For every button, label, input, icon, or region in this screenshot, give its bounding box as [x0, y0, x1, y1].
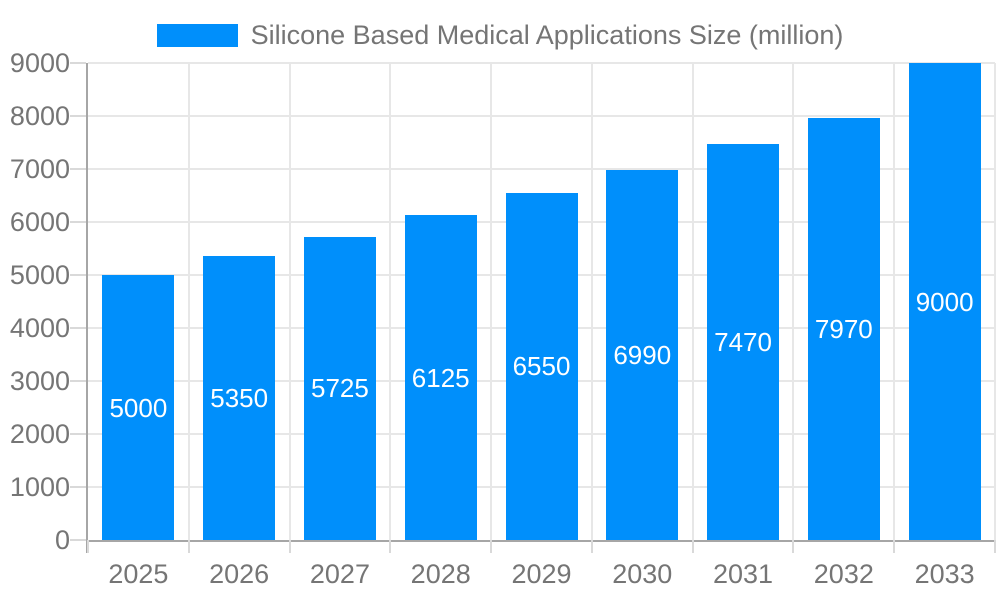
- y-axis-line: [86, 63, 88, 553]
- y-axis-tick-label: 8000: [9, 101, 70, 131]
- x-axis-tick: [590, 540, 593, 553]
- x-axis-tick: [893, 540, 896, 553]
- gridline-vertical: [893, 63, 896, 540]
- y-axis-tick: [70, 115, 86, 117]
- y-axis-tick-label: 2000: [9, 419, 70, 449]
- bar-2025[interactable]: [102, 275, 175, 540]
- y-axis-tick: [70, 486, 86, 488]
- x-axis-tick-label: 2032: [813, 559, 874, 589]
- gridline-vertical: [288, 63, 291, 540]
- y-axis-tick-label: 6000: [9, 207, 70, 237]
- gridline-vertical: [792, 63, 795, 540]
- bar-2028[interactable]: [404, 215, 477, 540]
- x-axis-tick: [691, 540, 694, 553]
- y-axis-labels: 0 1000 2000 3000 4000 5000 6000 7000 8000 9000: [0, 49, 70, 554]
- legend-label: Silicone Based Medical Applications Size…: [250, 20, 844, 50]
- y-axis-tick: [70, 380, 86, 382]
- x-axis-labels: 2025 2026 2027 2028 2029 2030 2031 2032 2033: [88, 560, 995, 590]
- y-axis-tick: [70, 274, 86, 276]
- y-axis-tick-label: 3000: [9, 366, 70, 396]
- x-axis-tick: [994, 540, 996, 553]
- x-axis-line: [86, 540, 995, 542]
- bar-2026[interactable]: [203, 256, 276, 540]
- gridline-horizontal: [88, 115, 995, 117]
- gridline-horizontal: [88, 62, 995, 64]
- x-axis-tick-label: 2029: [511, 559, 572, 589]
- bar-2031[interactable]: [707, 144, 780, 540]
- x-axis-tick: [187, 540, 190, 553]
- y-axis-tick: [70, 433, 86, 435]
- gridline-vertical: [389, 63, 392, 540]
- x-axis-tick: [490, 540, 493, 553]
- x-axis-tick: [288, 540, 291, 553]
- y-axis-tick: [70, 62, 86, 64]
- x-axis-tick-label: 2033: [914, 559, 975, 589]
- gridline-vertical: [994, 63, 996, 540]
- x-axis-tick: [792, 540, 795, 553]
- gridline-vertical: [187, 63, 190, 540]
- y-axis-tick: [70, 327, 86, 329]
- plot-area: 5000 5350 5725 6125 6550 6990 7470 7970 9000: [70, 62, 996, 553]
- bar-2032[interactable]: [807, 117, 880, 540]
- gridline-horizontal: [88, 168, 995, 170]
- bar-2029[interactable]: [505, 192, 578, 540]
- y-axis-tick-label: 7000: [9, 154, 70, 184]
- y-axis-tick: [70, 168, 86, 170]
- y-axis-tick-label: 0: [54, 525, 70, 555]
- y-axis-tick-label: 1000: [9, 472, 70, 502]
- x-axis-tick-label: 2027: [309, 559, 370, 589]
- gridline-vertical: [590, 63, 593, 540]
- bar-2033[interactable]: [908, 63, 981, 540]
- x-axis-tick: [87, 540, 89, 553]
- x-axis-tick-label: 2025: [108, 559, 169, 589]
- y-axis-tick: [70, 221, 86, 223]
- gridline-vertical: [490, 63, 493, 540]
- y-axis-tick-label: 4000: [9, 313, 70, 343]
- x-axis-tick: [389, 540, 392, 553]
- legend-swatch[interactable]: [156, 24, 238, 47]
- bar-2027[interactable]: [303, 236, 376, 540]
- x-axis-tick-label: 2026: [209, 559, 270, 589]
- x-axis-tick-label: 2028: [410, 559, 471, 589]
- legend[interactable]: Silicone Based Medical Applications Size…: [0, 20, 1000, 51]
- bar-2030[interactable]: [606, 169, 679, 540]
- y-axis-tick-label: 9000: [9, 48, 70, 78]
- x-axis-tick-label: 2031: [713, 559, 774, 589]
- gridline-vertical: [691, 63, 694, 540]
- x-axis-tick-label: 2030: [612, 559, 673, 589]
- y-axis-tick: [70, 539, 86, 541]
- y-axis-tick-label: 5000: [9, 260, 70, 290]
